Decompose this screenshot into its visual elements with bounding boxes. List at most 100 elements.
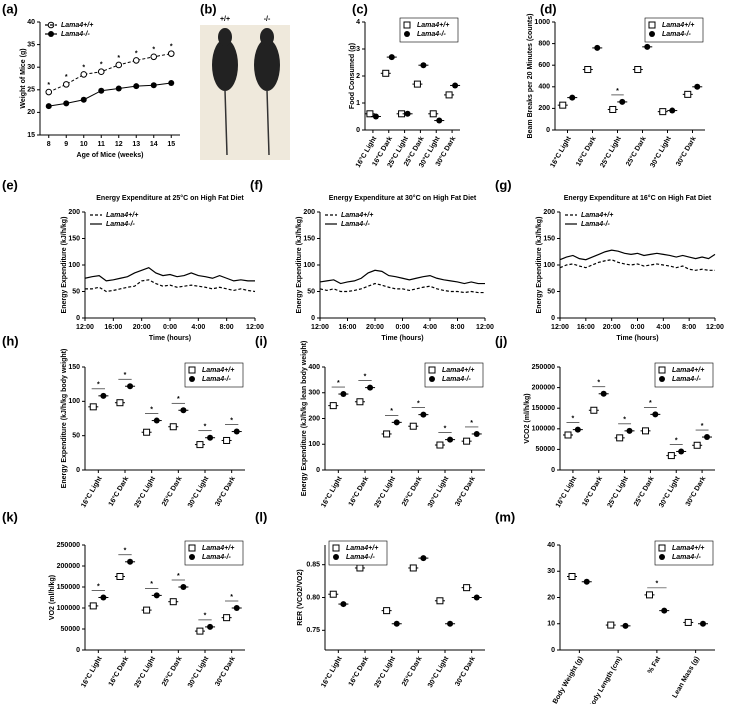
- y-tick-label: 200000: [57, 563, 80, 570]
- x-tick-label: 4:00: [423, 324, 437, 331]
- significance: *: [616, 88, 619, 95]
- y-tick-label: 0: [311, 315, 315, 322]
- panel-label: (i): [255, 333, 267, 348]
- significance: *: [47, 82, 50, 89]
- y-tick-label: 800: [538, 40, 550, 47]
- y-tick-label: 200: [308, 415, 320, 422]
- point: [153, 592, 160, 599]
- point: [393, 419, 400, 426]
- point: [652, 411, 659, 418]
- point: [667, 452, 675, 460]
- x-tick-label: 8:00: [220, 324, 234, 331]
- y-tick-label: 100: [308, 441, 320, 448]
- y-axis-label: VCO2 (ml/h/kg): [524, 393, 531, 443]
- y-tick-label: 250000: [57, 542, 80, 549]
- point: [436, 117, 443, 124]
- y-tick-label: 15: [27, 132, 35, 139]
- series-line: [84, 266, 255, 282]
- significance: *: [649, 400, 652, 407]
- point: [409, 564, 417, 572]
- x-tick-label: 12:00: [311, 324, 329, 331]
- x-tick-label: 16:00: [104, 324, 122, 331]
- significance: *: [623, 417, 626, 424]
- x-tick-label: 20:00: [366, 324, 384, 331]
- legend-label: Lama4-/-: [672, 376, 701, 383]
- significance: *: [135, 50, 138, 57]
- point: [196, 627, 204, 635]
- point: [143, 428, 151, 436]
- legend-label: Lama4+/+: [581, 212, 613, 219]
- point: [473, 594, 480, 601]
- y-axis-label: Energy Expenditure (kJ/h/kg): [61, 217, 68, 314]
- point: [116, 399, 124, 407]
- point: [180, 407, 187, 414]
- legend-marker: [404, 31, 410, 37]
- legend-marker: [333, 554, 339, 560]
- y-tick-label: 100: [543, 262, 555, 269]
- significance: *: [97, 583, 100, 590]
- point: [447, 436, 454, 443]
- point: [420, 411, 427, 418]
- y-axis-label: Energy Expenditure (kJ/h/kg lean body we…: [301, 341, 308, 497]
- point: [564, 431, 572, 439]
- point: [207, 623, 214, 630]
- point: [196, 441, 204, 449]
- y-tick-label: 100: [68, 262, 80, 269]
- point: [699, 620, 706, 627]
- legend-label: Lama4+/+: [662, 22, 694, 29]
- significance: *: [230, 417, 233, 424]
- legend-marker: [649, 31, 655, 37]
- x-tick-label: 20:00: [133, 324, 151, 331]
- point: [383, 430, 391, 438]
- point: [329, 590, 337, 598]
- series-line: [559, 259, 715, 271]
- panel-label: (h): [2, 333, 19, 348]
- legend-marker: [428, 366, 436, 374]
- point: [167, 50, 175, 57]
- panel-label: (m): [495, 509, 515, 524]
- legend-label: Lama4-/-: [61, 31, 90, 38]
- point: [388, 54, 395, 61]
- point: [168, 80, 175, 87]
- point: [329, 402, 337, 410]
- y-tick-label: 50000: [61, 626, 81, 633]
- point: [97, 68, 105, 76]
- legend-label: Lama4-/-: [202, 376, 231, 383]
- x-tick-label: 4:00: [656, 324, 670, 331]
- x-tick-label: 0:00: [163, 324, 177, 331]
- point: [127, 558, 134, 565]
- mouse-body: [254, 39, 280, 91]
- y-tick-label: 0: [551, 467, 555, 474]
- significance: *: [65, 74, 68, 81]
- y-tick-label: 0: [551, 315, 555, 322]
- legend-label: Lama4+/+: [346, 545, 378, 552]
- significance: *: [204, 424, 207, 431]
- significance: *: [177, 573, 180, 580]
- legend-marker: [403, 21, 411, 29]
- point: [45, 103, 52, 110]
- point: [703, 434, 710, 441]
- significance: *: [364, 373, 367, 380]
- point: [372, 113, 379, 120]
- photo: [200, 25, 290, 160]
- point: [383, 607, 391, 615]
- x-tick-label: 12:00: [476, 324, 494, 331]
- y-tick-label: 600: [538, 62, 550, 69]
- y-tick-label: 200: [303, 209, 315, 216]
- y-tick-label: 0: [76, 315, 80, 322]
- point: [233, 605, 240, 611]
- point: [393, 620, 400, 627]
- y-tick-label: 50: [307, 288, 315, 295]
- point: [463, 584, 471, 592]
- y-tick-label: 30: [547, 568, 555, 575]
- legend-label: Lama4+/+: [106, 212, 138, 219]
- series-line: [319, 269, 485, 285]
- y-tick-label: 10: [547, 621, 555, 628]
- y-tick-label: 400: [538, 84, 550, 91]
- point: [436, 597, 444, 605]
- point: [223, 436, 231, 444]
- point: [382, 69, 390, 77]
- x-tick-label: 8:00: [450, 324, 464, 331]
- legend-box: [184, 540, 244, 566]
